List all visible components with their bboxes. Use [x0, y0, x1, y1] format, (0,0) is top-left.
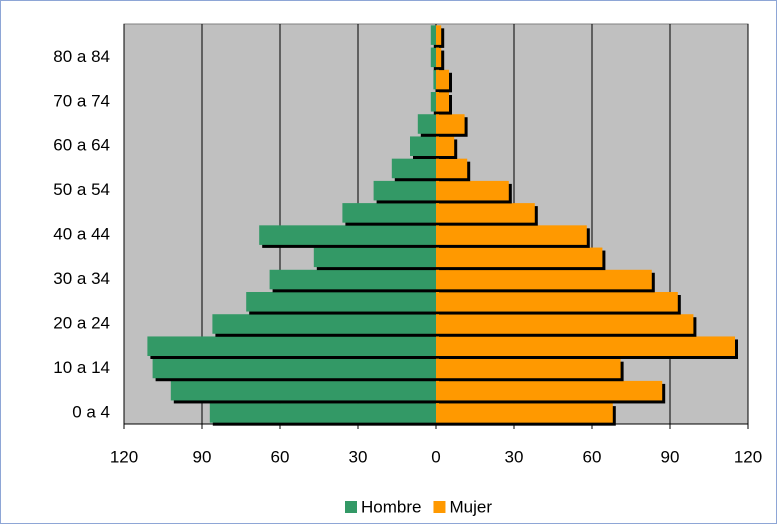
bar [212, 314, 436, 334]
bar [436, 380, 663, 401]
bar [313, 247, 436, 268]
bar [147, 336, 436, 356]
y-tick-label: 50 a 54 [53, 180, 110, 199]
bar [436, 47, 442, 68]
bar [436, 292, 678, 312]
bar [152, 358, 436, 379]
bar [430, 47, 436, 68]
y-tick-label: 60 a 64 [53, 136, 110, 155]
bar [170, 380, 437, 401]
y-tick-label: 20 a 24 [53, 313, 110, 332]
x-tick-label: 0 [431, 447, 440, 466]
bar [436, 25, 442, 45]
bar-shadow [439, 50, 445, 71]
bar [436, 314, 694, 334]
legend-label: Mujer [449, 497, 492, 516]
bar [436, 92, 449, 112]
x-tick-label: 60 [271, 447, 290, 466]
x-tick-label: 90 [661, 447, 680, 466]
bar [436, 180, 509, 201]
bar [259, 225, 436, 245]
bar [436, 269, 652, 290]
x-tick-label: 120 [110, 447, 138, 466]
bar [436, 247, 603, 268]
legend-swatch [345, 501, 357, 513]
bar [417, 114, 436, 134]
bar [410, 136, 436, 156]
x-tick-label: 120 [734, 447, 762, 466]
bar [436, 69, 449, 90]
y-tick-label: 0 a 4 [72, 402, 110, 421]
bar [391, 158, 436, 179]
y-tick-label: 10 a 14 [53, 358, 110, 377]
bar [436, 358, 621, 379]
bar [436, 403, 613, 423]
x-tick-label: 30 [349, 447, 368, 466]
bar [373, 180, 436, 201]
bar [436, 114, 465, 134]
bar [269, 269, 436, 290]
y-tick-label: 80 a 84 [53, 47, 110, 66]
bar [209, 403, 436, 423]
bar [430, 25, 436, 45]
bar [342, 203, 436, 223]
bar [246, 292, 436, 312]
x-tick-label: 90 [193, 447, 212, 466]
bar [436, 225, 587, 245]
bar [436, 203, 535, 223]
bar [436, 136, 455, 156]
x-tick-label: 30 [505, 447, 524, 466]
x-tick-label: 60 [583, 447, 602, 466]
bar [430, 92, 436, 112]
y-tick-label: 40 a 44 [53, 225, 110, 244]
legend-swatch [433, 501, 446, 513]
y-tick-label: 30 a 34 [53, 269, 110, 288]
bar-shadow [439, 28, 445, 48]
bar [436, 336, 735, 356]
bar [433, 69, 436, 90]
bar [436, 158, 468, 179]
y-tick-label: 70 a 74 [53, 91, 110, 110]
legend-label: Hombre [361, 497, 421, 516]
